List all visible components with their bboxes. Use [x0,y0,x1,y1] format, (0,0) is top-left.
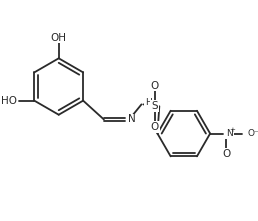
Text: O: O [222,149,230,159]
Text: S: S [151,101,158,111]
Text: N: N [226,129,233,138]
Text: H: H [145,98,152,107]
Text: O: O [150,81,159,91]
Text: O: O [150,122,159,132]
Text: OH: OH [51,33,67,43]
Text: HO: HO [1,96,17,106]
Text: N: N [128,114,136,124]
Text: O⁻: O⁻ [248,129,258,138]
Text: +: + [229,127,235,133]
